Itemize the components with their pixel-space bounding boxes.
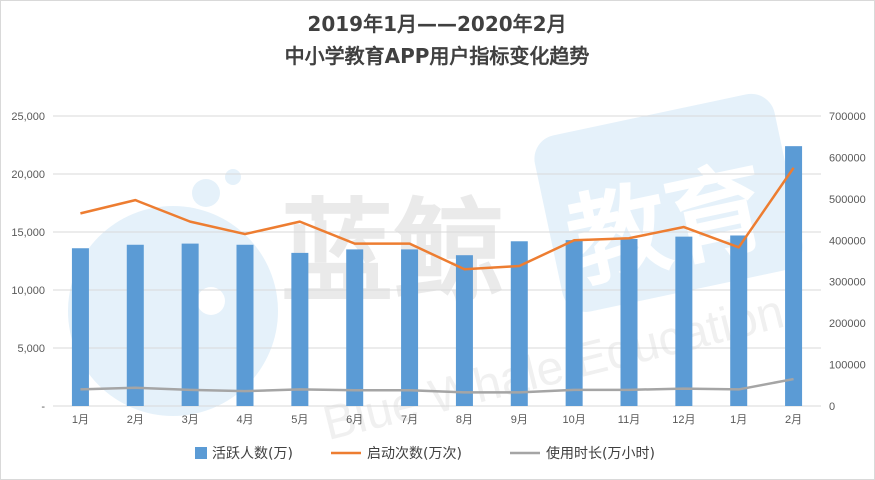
- bar: [126, 244, 144, 406]
- watermark-drop-icon: [225, 169, 241, 185]
- watermark-drop-icon: [192, 179, 220, 207]
- right-axis-tick-label: 700000: [829, 111, 866, 123]
- right-axis-tick-label: 600000: [829, 152, 866, 164]
- bar: [236, 244, 254, 406]
- left-axis-ticks: - 5,000 10,000 15,000 20,000 25,000: [11, 111, 45, 413]
- x-axis-tick-label: 11月: [618, 414, 640, 426]
- bar: [181, 243, 199, 406]
- left-axis-tick-label: -: [41, 401, 45, 413]
- x-axis-tick-label: 9月: [511, 414, 528, 426]
- x-axis-tick-label: 7月: [401, 414, 418, 426]
- bar: [401, 249, 419, 406]
- x-axis-ticks: 1月 2月 3月 4月 5月 6月 7月 8月 9月 10月 11月 12月 1月 2月: [72, 414, 802, 426]
- legend-label-active-users: 活跃人数(万): [212, 446, 293, 462]
- bar: [455, 255, 473, 406]
- chart-title-line1: 2019年1月——2020年2月: [307, 12, 566, 36]
- bar: [785, 146, 803, 406]
- right-axis-tick-label: 500000: [829, 194, 866, 206]
- bar: [675, 236, 693, 406]
- bar: [730, 235, 748, 406]
- bar: [620, 238, 638, 406]
- chart-title-line2: 中小学教育APP用户指标变化趋势: [285, 44, 590, 68]
- x-axis-tick-label: 8月: [456, 414, 473, 426]
- x-axis-tick-label: 2月: [127, 414, 144, 426]
- right-axis-tick-label: 400000: [829, 235, 866, 247]
- x-axis-tick-label: 6月: [346, 414, 363, 426]
- left-axis-tick-label: 25,000: [11, 111, 45, 123]
- watermark-whale-eye: [197, 287, 225, 315]
- bar-series: [71, 146, 803, 406]
- x-axis-tick-label: 12月: [672, 414, 695, 426]
- watermark: 蓝鲸 教育 Blue Whale Education: [68, 93, 803, 451]
- left-axis-tick-label: 20,000: [11, 169, 45, 181]
- right-axis-tick-label: 0: [829, 401, 835, 413]
- series-line-2: [80, 377, 794, 394]
- x-axis-tick-label: 3月: [182, 414, 199, 426]
- bar: [291, 252, 309, 406]
- line-series: [80, 167, 795, 394]
- left-axis-tick-label: 15,000: [11, 227, 45, 239]
- left-axis-tick-label: 10,000: [11, 285, 45, 297]
- x-axis-tick-label: 5月: [291, 414, 308, 426]
- legend: 活跃人数(万) 启动次数(万次) 使用时长(万小时): [195, 445, 655, 462]
- gridlines: [53, 115, 821, 407]
- series-line-1: [80, 167, 795, 271]
- bar: [346, 249, 364, 406]
- x-axis-tick-label: 1月: [72, 414, 89, 426]
- watermark-whale-icon: [68, 206, 278, 416]
- left-axis-tick-label: 5,000: [17, 343, 45, 355]
- legend-label-usage-hours: 使用时长(万小时): [546, 445, 655, 462]
- bar: [565, 240, 583, 406]
- x-axis-tick-label: 2月: [785, 414, 802, 426]
- legend-label-launches: 启动次数(万次): [367, 446, 462, 462]
- x-axis-tick-label: 10月: [563, 414, 586, 426]
- x-axis-tick-label: 1月: [730, 414, 747, 426]
- right-axis-tick-label: 300000: [829, 277, 866, 289]
- right-axis-tick-label: 100000: [829, 360, 866, 372]
- legend-swatch-bar: [195, 447, 207, 459]
- bar: [71, 248, 89, 406]
- right-axis-ticks: 0 100000 200000 300000 400000 500000 600000 700…: [829, 111, 866, 413]
- bar: [510, 241, 528, 406]
- x-axis-tick-label: 4月: [236, 414, 253, 426]
- right-axis-tick-label: 200000: [829, 318, 866, 330]
